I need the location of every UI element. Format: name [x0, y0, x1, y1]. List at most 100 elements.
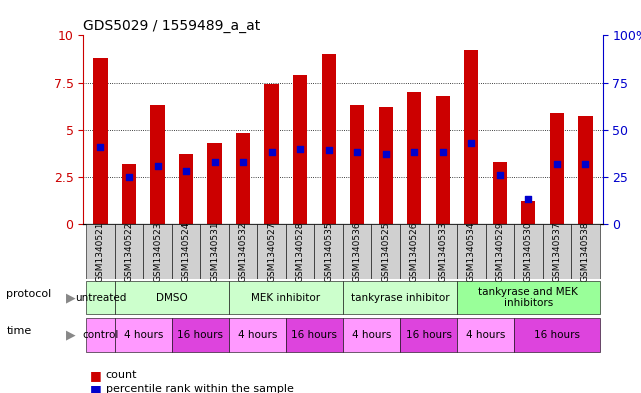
Point	[523, 196, 533, 203]
Point	[96, 143, 106, 150]
Bar	[514, 318, 600, 352]
Bar	[172, 318, 229, 352]
Bar	[229, 224, 257, 279]
Bar	[265, 84, 279, 224]
Point	[124, 174, 134, 180]
Text: control: control	[82, 330, 119, 340]
Bar	[343, 224, 372, 279]
Text: GSM1340528: GSM1340528	[296, 221, 304, 282]
Point	[210, 159, 220, 165]
Text: GSM1340530: GSM1340530	[524, 221, 533, 282]
Bar	[236, 134, 250, 224]
Text: GSM1340533: GSM1340533	[438, 221, 447, 282]
Bar	[322, 54, 336, 224]
Bar	[457, 224, 486, 279]
Bar	[514, 224, 543, 279]
Bar	[457, 318, 514, 352]
Bar	[94, 58, 108, 224]
Bar	[115, 281, 229, 314]
Text: 4 hours: 4 hours	[352, 330, 391, 340]
Text: 4 hours: 4 hours	[238, 330, 277, 340]
Point	[580, 160, 590, 167]
Bar	[343, 318, 400, 352]
Bar	[122, 163, 136, 224]
Bar	[200, 224, 229, 279]
Bar	[543, 224, 571, 279]
Point	[438, 149, 448, 156]
Point	[409, 149, 419, 156]
Point	[381, 151, 391, 157]
Text: 4 hours: 4 hours	[466, 330, 505, 340]
Text: untreated: untreated	[75, 293, 126, 303]
Text: time: time	[6, 326, 31, 336]
Bar	[493, 162, 507, 224]
Bar	[400, 224, 429, 279]
Bar	[314, 224, 343, 279]
Text: GSM1340523: GSM1340523	[153, 221, 162, 282]
Bar	[115, 318, 172, 352]
Text: tankyrase inhibitor: tankyrase inhibitor	[351, 293, 449, 303]
Point	[352, 149, 362, 156]
Bar	[571, 224, 600, 279]
Bar	[115, 224, 143, 279]
Text: GSM1340532: GSM1340532	[238, 221, 247, 282]
Bar	[86, 318, 115, 352]
Bar	[372, 224, 400, 279]
Text: GSM1340521: GSM1340521	[96, 221, 105, 282]
Text: GSM1340526: GSM1340526	[410, 221, 419, 282]
Bar	[457, 281, 600, 314]
Bar	[521, 201, 535, 224]
Bar	[286, 224, 314, 279]
Bar	[229, 281, 343, 314]
Text: GSM1340525: GSM1340525	[381, 221, 390, 282]
Text: GSM1340524: GSM1340524	[181, 221, 190, 282]
Bar	[400, 318, 457, 352]
Bar	[293, 75, 307, 224]
Bar	[208, 143, 222, 224]
Bar	[172, 224, 200, 279]
Text: GSM1340534: GSM1340534	[467, 221, 476, 282]
Text: protocol: protocol	[6, 289, 52, 299]
Text: GSM1340529: GSM1340529	[495, 221, 504, 282]
Bar	[86, 224, 115, 279]
Text: DMSO: DMSO	[156, 293, 188, 303]
Bar	[143, 224, 172, 279]
Text: 4 hours: 4 hours	[124, 330, 163, 340]
Text: GSM1340535: GSM1340535	[324, 221, 333, 282]
Text: GSM1340537: GSM1340537	[553, 221, 562, 282]
Text: MEK inhibitor: MEK inhibitor	[251, 293, 320, 303]
Text: GSM1340536: GSM1340536	[353, 221, 362, 282]
Bar	[550, 113, 564, 224]
Text: GSM1340527: GSM1340527	[267, 221, 276, 282]
Bar	[343, 281, 457, 314]
Bar	[286, 318, 343, 352]
Bar	[86, 281, 115, 314]
Text: tankyrase and MEK
inhibitors: tankyrase and MEK inhibitors	[478, 287, 578, 309]
Bar	[350, 105, 364, 224]
Point	[495, 172, 505, 178]
Text: GSM1340538: GSM1340538	[581, 221, 590, 282]
Bar	[407, 92, 421, 224]
Point	[552, 160, 562, 167]
Bar	[151, 105, 165, 224]
Text: ■: ■	[90, 369, 101, 382]
Text: count: count	[106, 370, 137, 380]
Text: 16 hours: 16 hours	[534, 330, 580, 340]
Text: percentile rank within the sample: percentile rank within the sample	[106, 384, 294, 393]
Bar	[229, 318, 286, 352]
Text: GSM1340531: GSM1340531	[210, 221, 219, 282]
Point	[295, 145, 305, 152]
Bar	[578, 116, 592, 224]
Text: 16 hours: 16 hours	[178, 330, 223, 340]
Point	[466, 140, 476, 146]
Bar	[179, 154, 193, 224]
Point	[153, 162, 163, 169]
Point	[238, 159, 248, 165]
Bar	[379, 107, 393, 224]
Text: ▶: ▶	[65, 291, 76, 304]
Bar	[464, 50, 478, 224]
Point	[267, 149, 277, 156]
Text: ▶: ▶	[65, 329, 76, 342]
Bar	[429, 224, 457, 279]
Bar	[436, 96, 450, 224]
